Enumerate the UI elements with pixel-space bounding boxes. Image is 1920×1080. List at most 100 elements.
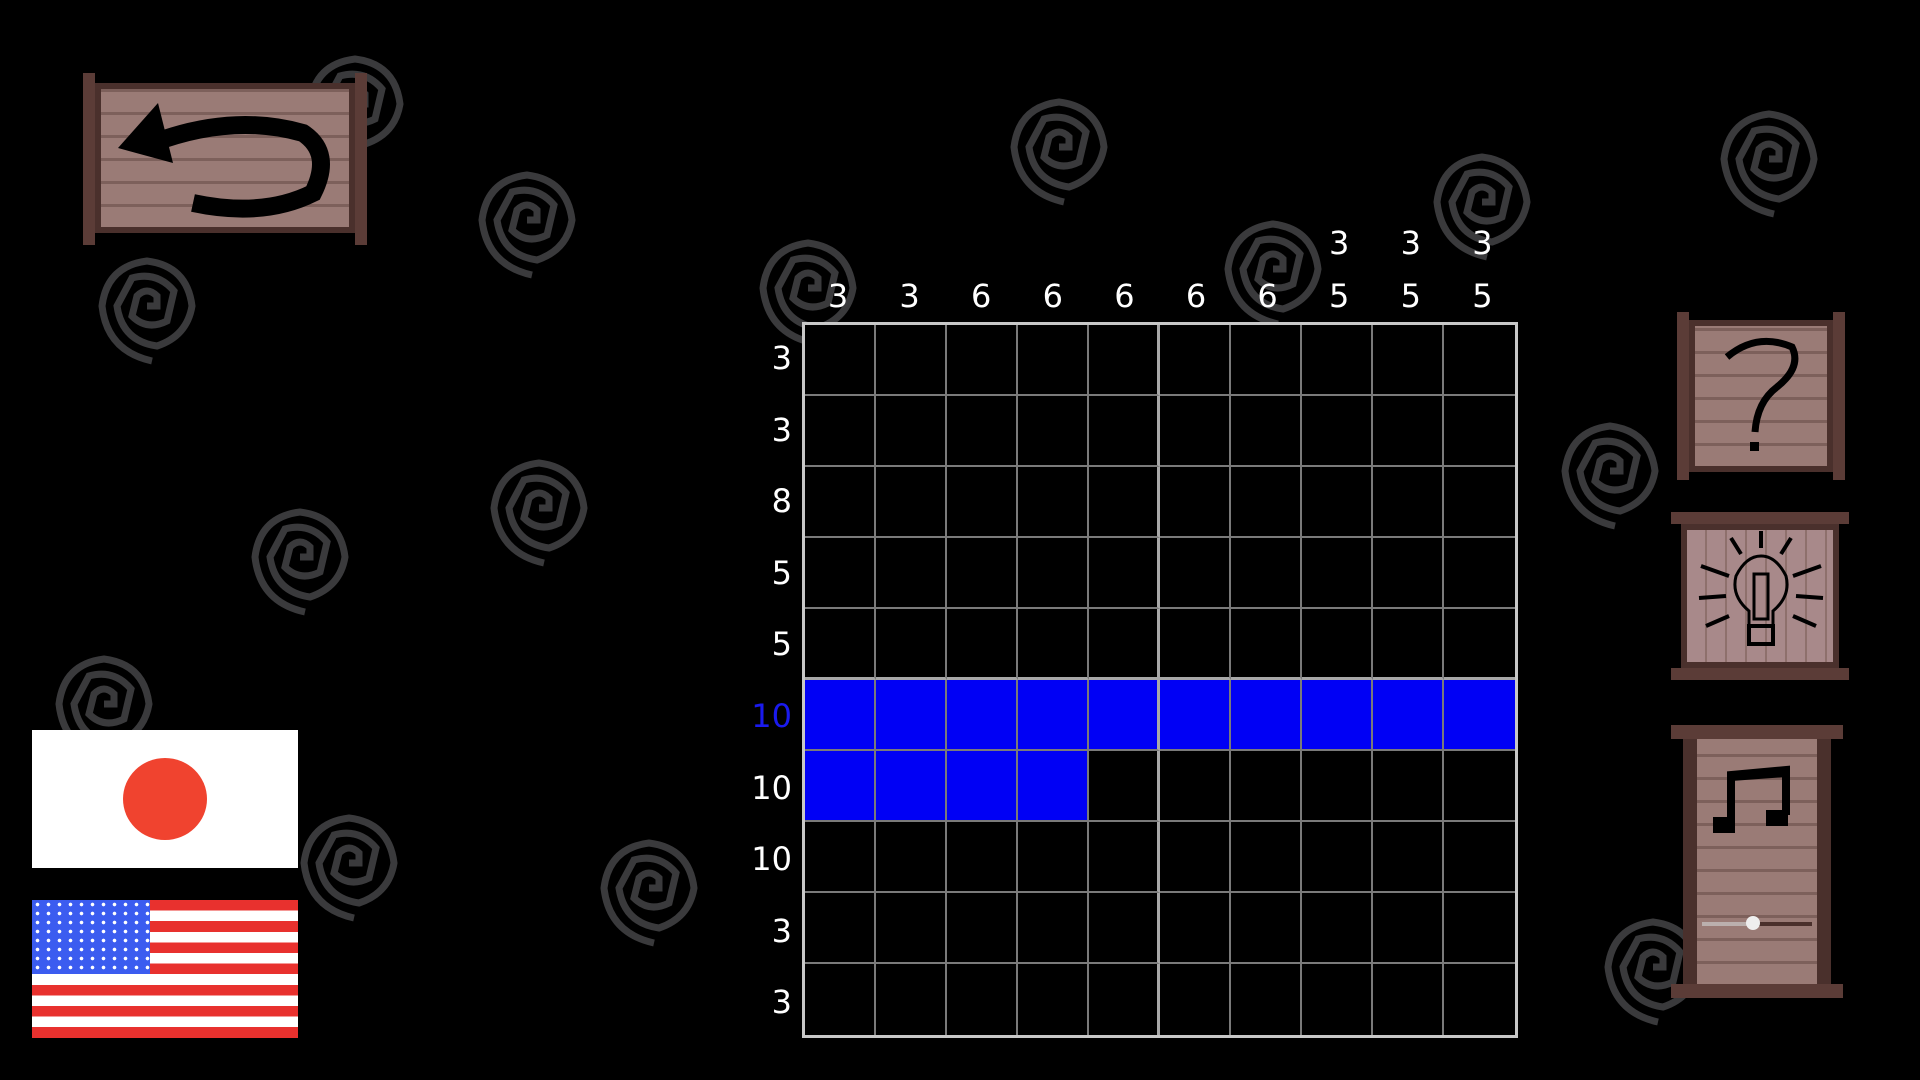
grid-cell-empty[interactable] bbox=[1160, 538, 1231, 609]
volume-slider-knob[interactable] bbox=[1745, 916, 1760, 930]
back-button[interactable] bbox=[83, 73, 367, 245]
grid-cell-empty[interactable] bbox=[1089, 538, 1160, 609]
grid-cell-empty[interactable] bbox=[1018, 893, 1089, 964]
grid-cell-empty[interactable] bbox=[1444, 467, 1515, 538]
grid-cell-empty[interactable] bbox=[1160, 609, 1231, 680]
grid-cell-empty[interactable] bbox=[1373, 751, 1444, 822]
grid-cell-empty[interactable] bbox=[947, 964, 1018, 1035]
grid-cell-empty[interactable] bbox=[1160, 822, 1231, 893]
grid-cell-empty[interactable] bbox=[1018, 538, 1089, 609]
grid-cell-empty[interactable] bbox=[1444, 893, 1515, 964]
grid-cell-empty[interactable] bbox=[1089, 964, 1160, 1035]
grid-cell-empty[interactable] bbox=[1302, 538, 1373, 609]
grid-cell-empty[interactable] bbox=[1444, 822, 1515, 893]
grid-cell-empty[interactable] bbox=[947, 396, 1018, 467]
grid-cell-empty[interactable] bbox=[805, 396, 876, 467]
grid-cell-empty[interactable] bbox=[947, 467, 1018, 538]
grid-cell-empty[interactable] bbox=[1160, 751, 1231, 822]
grid-cell-empty[interactable] bbox=[947, 538, 1018, 609]
grid-cell-empty[interactable] bbox=[876, 538, 947, 609]
hint-button[interactable] bbox=[1671, 512, 1849, 680]
grid-cell-filled[interactable] bbox=[805, 680, 876, 751]
grid-cell-empty[interactable] bbox=[1160, 893, 1231, 964]
grid-cell-empty[interactable] bbox=[805, 893, 876, 964]
grid-cell-empty[interactable] bbox=[1089, 751, 1160, 822]
grid-cell-empty[interactable] bbox=[1302, 325, 1373, 396]
volume-slider[interactable] bbox=[1702, 916, 1812, 930]
grid-cell-empty[interactable] bbox=[1018, 964, 1089, 1035]
grid-cell-empty[interactable] bbox=[1444, 325, 1515, 396]
grid-cell-empty[interactable] bbox=[1160, 964, 1231, 1035]
grid-cell-filled[interactable] bbox=[1373, 680, 1444, 751]
grid-cell-empty[interactable] bbox=[1231, 538, 1302, 609]
grid-cell-empty[interactable] bbox=[1160, 325, 1231, 396]
grid-cell-empty[interactable] bbox=[1018, 609, 1089, 680]
grid-cell-empty[interactable] bbox=[805, 538, 876, 609]
grid-cell-empty[interactable] bbox=[805, 467, 876, 538]
grid-cell-empty[interactable] bbox=[1089, 396, 1160, 467]
grid-cell-empty[interactable] bbox=[1444, 396, 1515, 467]
grid-cell-empty[interactable] bbox=[947, 822, 1018, 893]
grid-cell-empty[interactable] bbox=[1302, 751, 1373, 822]
grid-cell-empty[interactable] bbox=[1444, 751, 1515, 822]
grid-cell-empty[interactable] bbox=[1302, 822, 1373, 893]
grid-cell-empty[interactable] bbox=[947, 325, 1018, 396]
grid-cell-empty[interactable] bbox=[1231, 396, 1302, 467]
grid-cell-empty[interactable] bbox=[876, 964, 947, 1035]
grid-cell-empty[interactable] bbox=[1018, 467, 1089, 538]
grid-cell-empty[interactable] bbox=[876, 609, 947, 680]
japanese-flag-button[interactable] bbox=[32, 730, 298, 868]
grid-cell-filled[interactable] bbox=[876, 751, 947, 822]
grid-cell-empty[interactable] bbox=[1231, 964, 1302, 1035]
grid-cell-filled[interactable] bbox=[1018, 751, 1089, 822]
grid-cell-empty[interactable] bbox=[805, 964, 876, 1035]
grid-cell-empty[interactable] bbox=[1444, 538, 1515, 609]
grid-cell-empty[interactable] bbox=[1302, 964, 1373, 1035]
us-flag-button[interactable] bbox=[32, 900, 298, 1038]
nonogram-grid[interactable] bbox=[802, 322, 1518, 1038]
grid-cell-filled[interactable] bbox=[1444, 680, 1515, 751]
grid-cell-empty[interactable] bbox=[1373, 893, 1444, 964]
grid-cell-filled[interactable] bbox=[805, 751, 876, 822]
help-button[interactable] bbox=[1677, 312, 1845, 480]
grid-cell-empty[interactable] bbox=[1373, 964, 1444, 1035]
grid-cell-empty[interactable] bbox=[1018, 822, 1089, 893]
grid-cell-empty[interactable] bbox=[1444, 609, 1515, 680]
grid-cell-empty[interactable] bbox=[876, 467, 947, 538]
grid-cell-empty[interactable] bbox=[876, 893, 947, 964]
grid-cell-empty[interactable] bbox=[1231, 751, 1302, 822]
grid-cell-filled[interactable] bbox=[947, 751, 1018, 822]
grid-cell-empty[interactable] bbox=[947, 893, 1018, 964]
grid-cell-empty[interactable] bbox=[1089, 467, 1160, 538]
grid-cell-empty[interactable] bbox=[1231, 893, 1302, 964]
grid-cell-empty[interactable] bbox=[1160, 396, 1231, 467]
music-note-icon[interactable] bbox=[1711, 765, 1801, 835]
grid-cell-empty[interactable] bbox=[1302, 893, 1373, 964]
grid-cell-empty[interactable] bbox=[805, 609, 876, 680]
grid-cell-empty[interactable] bbox=[1089, 609, 1160, 680]
grid-cell-empty[interactable] bbox=[876, 396, 947, 467]
grid-cell-filled[interactable] bbox=[876, 680, 947, 751]
grid-cell-empty[interactable] bbox=[876, 325, 947, 396]
grid-cell-empty[interactable] bbox=[805, 325, 876, 396]
grid-cell-empty[interactable] bbox=[1231, 467, 1302, 538]
grid-cell-empty[interactable] bbox=[1302, 396, 1373, 467]
grid-cell-empty[interactable] bbox=[1373, 467, 1444, 538]
grid-cell-empty[interactable] bbox=[1373, 538, 1444, 609]
grid-cell-empty[interactable] bbox=[1089, 822, 1160, 893]
grid-cell-filled[interactable] bbox=[1231, 680, 1302, 751]
grid-cell-empty[interactable] bbox=[1231, 609, 1302, 680]
grid-cell-empty[interactable] bbox=[1373, 396, 1444, 467]
grid-cell-empty[interactable] bbox=[1018, 396, 1089, 467]
grid-cell-empty[interactable] bbox=[1089, 325, 1160, 396]
grid-cell-empty[interactable] bbox=[1160, 467, 1231, 538]
grid-cell-empty[interactable] bbox=[1302, 609, 1373, 680]
grid-cell-filled[interactable] bbox=[947, 680, 1018, 751]
grid-cell-empty[interactable] bbox=[1018, 325, 1089, 396]
grid-cell-empty[interactable] bbox=[1373, 325, 1444, 396]
grid-cell-empty[interactable] bbox=[1444, 964, 1515, 1035]
grid-cell-empty[interactable] bbox=[1231, 325, 1302, 396]
grid-cell-filled[interactable] bbox=[1018, 680, 1089, 751]
grid-cell-empty[interactable] bbox=[876, 822, 947, 893]
grid-cell-filled[interactable] bbox=[1089, 680, 1160, 751]
